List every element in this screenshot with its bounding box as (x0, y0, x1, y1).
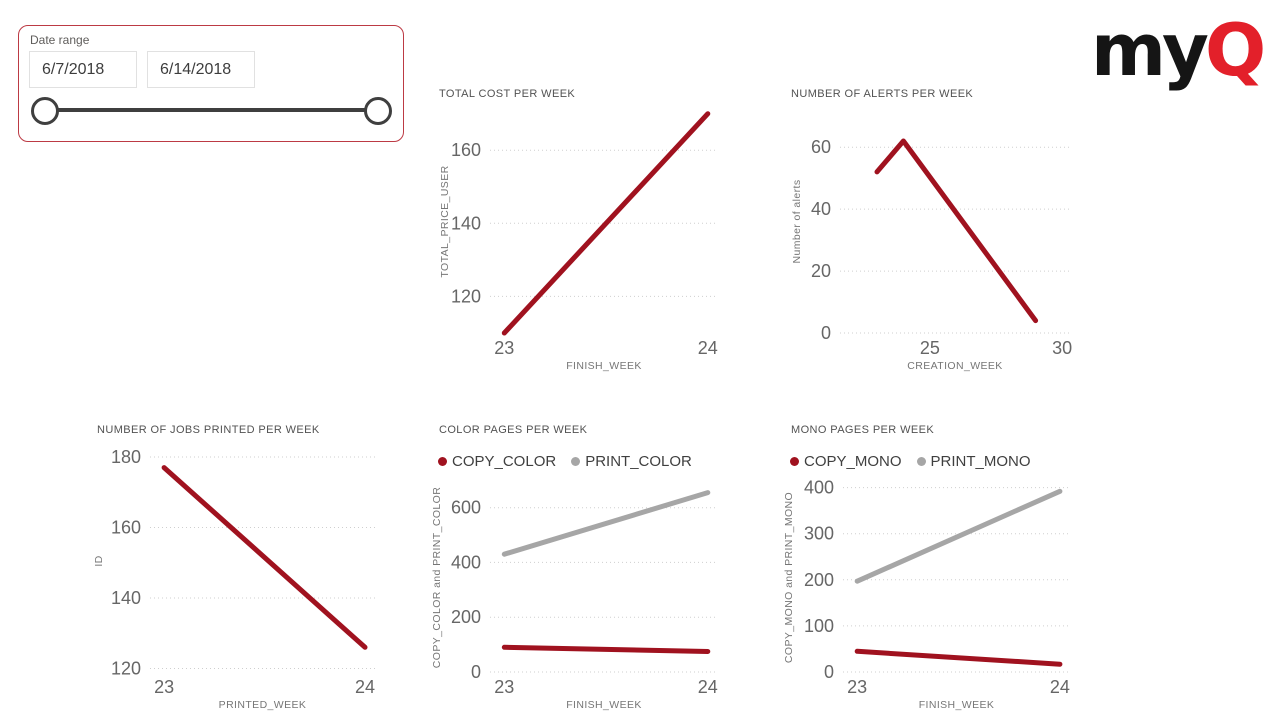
line-chart-plot[interactable]: 0 20 40 60 25 30 CREATION_WEEK Number of alerts (780, 104, 1092, 374)
chart-alerts-per-week[interactable]: NUMBER OF ALERTS PER WEEK 0 20 40 60 25 30 CRE… (780, 82, 1092, 384)
date-range-slider[interactable] (19, 96, 405, 126)
chart-color-pages-per-week[interactable]: COLOR PAGES PER WEEK COPY_COLOR PRINT_COL… (428, 418, 740, 720)
x-tick-label: 24 (355, 677, 375, 697)
y-tick-label: 400 (804, 478, 834, 498)
legend-label: PRINT_MONO (930, 453, 1031, 470)
x-axis-label: PRINTED_WEEK (219, 699, 307, 711)
logo-text-q: Q (1204, 8, 1266, 92)
y-tick-label: 120 (451, 286, 481, 306)
x-axis-label: FINISH_WEEK (566, 699, 642, 711)
y-tick-label: 200 (451, 607, 481, 627)
x-tick-label: 23 (494, 677, 514, 697)
chart-jobs-printed-per-week[interactable]: NUMBER OF JOBS PRINTED PER WEEK 120 140 16… (86, 418, 398, 720)
line-chart-plot[interactable]: 120 140 160 23 24 FINISH_WEEK TOTAL_PRICE_USER (428, 104, 740, 374)
y-axis-label: TOTAL_PRICE_USER (439, 165, 451, 277)
slider-handle-end[interactable] (364, 97, 392, 125)
legend-dot (571, 457, 581, 466)
chart-title: NUMBER OF JOBS PRINTED PER WEEK (97, 424, 320, 436)
legend-item-copy_mono[interactable]: COPY_MONO (790, 453, 902, 470)
legend-item-print_color[interactable]: PRINT_COLOR (571, 453, 692, 470)
x-tick-label: 23 (847, 677, 867, 697)
y-tick-label: 20 (811, 261, 831, 281)
series-line-number of alerts[interactable] (874, 138, 1039, 324)
x-axis-label: FINISH_WEEK (566, 360, 642, 372)
legend-item-print_mono[interactable]: PRINT_MONO (916, 453, 1031, 470)
legend-item-copy_color[interactable]: COPY_COLOR (438, 453, 556, 470)
y-tick-label: 140 (111, 588, 141, 608)
series-line-total_price_user[interactable] (501, 111, 711, 336)
logo-text-my: my (1091, 8, 1209, 92)
x-tick-label: 23 (494, 338, 514, 358)
chart-mono-pages-per-week[interactable]: MONO PAGES PER WEEK COPY_MONO PRINT_MONO … (780, 418, 1092, 720)
x-tick-label: 24 (1050, 677, 1070, 697)
chart-title: COLOR PAGES PER WEEK (439, 424, 588, 436)
legend-label: PRINT_COLOR (585, 453, 692, 470)
slider-handle-start[interactable] (31, 97, 59, 125)
x-tick-label: 24 (698, 677, 718, 697)
line-chart-plot[interactable]: 0 100 200 300 400 23 24 FINISH_WEEK COPY_MONO an… (780, 476, 1092, 716)
line-chart-plot[interactable]: 120 140 160 180 23 24 PRINTED_WEEK ID (86, 440, 398, 711)
y-tick-label: 100 (804, 616, 834, 636)
legend-dot (438, 457, 447, 466)
y-tick-label: 600 (451, 498, 481, 518)
x-tick-label: 24 (698, 338, 718, 358)
x-axis-label: FINISH_WEEK (919, 699, 995, 711)
y-axis-label: Number of alerts (791, 179, 803, 263)
y-tick-label: 120 (111, 659, 141, 679)
y-tick-label: 300 (804, 524, 834, 544)
series-line-copy_color[interactable] (501, 644, 711, 654)
y-axis-label: ID (93, 555, 105, 566)
y-tick-label: 160 (111, 518, 141, 538)
y-tick-label: 160 (451, 140, 481, 160)
series-line-copy_mono[interactable] (854, 648, 1063, 667)
date-range-label: Date range (30, 33, 90, 47)
x-tick-label: 25 (920, 338, 940, 358)
y-tick-label: 60 (811, 137, 831, 157)
chart-title: TOTAL COST PER WEEK (439, 88, 576, 100)
legend-label: COPY_COLOR (452, 453, 557, 470)
x-tick-label: 23 (154, 677, 174, 697)
y-axis-label: COPY_COLOR and PRINT_COLOR (431, 487, 443, 668)
date-inputs (29, 51, 255, 88)
line-chart-plot[interactable]: 0 200 400 600 23 24 FINISH_WEEK COPY_COLOR and … (428, 476, 740, 716)
x-axis-label: CREATION_WEEK (907, 360, 1002, 372)
chart-legend: COPY_MONO PRINT_MONO (790, 453, 1031, 470)
y-tick-label: 40 (811, 199, 831, 219)
x-tick-label: 30 (1052, 338, 1072, 358)
legend-dot (790, 457, 799, 466)
y-tick-label: 180 (111, 447, 141, 467)
y-tick-label: 0 (821, 323, 831, 343)
chart-title: MONO PAGES PER WEEK (791, 424, 935, 436)
series-line-print_color[interactable] (501, 490, 711, 557)
y-axis-label: COPY_MONO and PRINT_MONO (783, 492, 795, 663)
date-range-slicer: Date range (18, 25, 404, 142)
y-tick-label: 200 (804, 570, 834, 590)
legend-label: COPY_MONO (804, 453, 902, 470)
y-tick-label: 400 (451, 552, 481, 572)
myq-logo: myQ (1091, 14, 1266, 86)
end-date-input[interactable] (147, 51, 255, 88)
chart-title: NUMBER OF ALERTS PER WEEK (791, 88, 974, 100)
chart-total-cost-per-week[interactable]: TOTAL COST PER WEEK 120 140 160 23 24 FINISH_… (428, 82, 740, 384)
slider-track[interactable] (44, 108, 377, 112)
series-line-id[interactable] (161, 465, 368, 650)
y-tick-label: 0 (824, 662, 834, 682)
legend-dot (916, 457, 926, 466)
y-tick-label: 0 (471, 662, 481, 682)
chart-legend: COPY_COLOR PRINT_COLOR (438, 453, 692, 470)
series-line-print_mono[interactable] (854, 488, 1063, 584)
y-tick-label: 140 (451, 213, 481, 233)
start-date-input[interactable] (29, 51, 137, 88)
